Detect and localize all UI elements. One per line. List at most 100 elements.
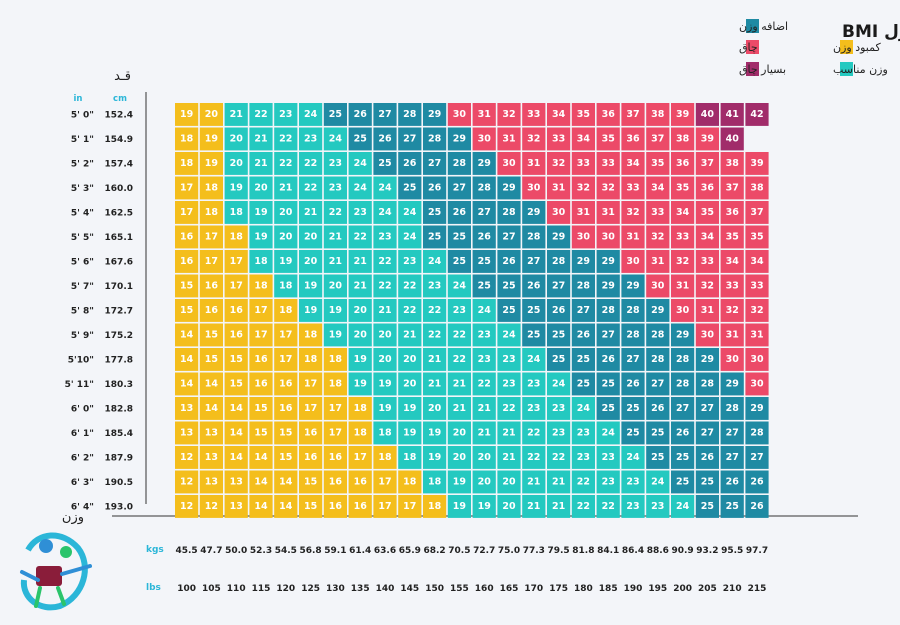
bmi-cell-value: 23 — [329, 182, 342, 193]
bmi-cell — [646, 397, 670, 420]
bmi-cell-value: 20 — [453, 452, 467, 463]
bmi-cell-value: 22 — [403, 280, 416, 291]
bmi-cell-value: 29 — [602, 280, 615, 291]
bmi-cell-value: 22 — [502, 403, 515, 414]
lbs-label: lbs — [146, 583, 161, 593]
bmi-cell — [323, 103, 347, 126]
bmi-cell-value: 32 — [626, 207, 639, 218]
bmi-cell-value: 22 — [527, 452, 540, 463]
bmi-cell-value: 33 — [552, 133, 565, 144]
weight-kg-label: 86.4 — [622, 546, 644, 556]
bmi-cell-value: 26 — [428, 182, 442, 193]
bmi-cell-value: 24 — [676, 501, 690, 512]
legend: اضافه وزن چاق کمبود وزن بسیار چاق وزن مناسب — [739, 19, 888, 76]
bmi-cell-value: 19 — [279, 256, 292, 267]
bmi-cell-value: 31 — [676, 280, 689, 291]
bmi-cell-value: 26 — [676, 427, 690, 438]
bmi-cell-value: 19 — [304, 280, 317, 291]
bmi-cell — [274, 250, 298, 273]
height-cm-label: 172.7 — [105, 306, 133, 316]
bmi-cell-value: 18 — [254, 280, 268, 291]
height-cm-label: 187.9 — [105, 453, 133, 463]
bmi-grid: 19 20 21 22 23 24 25 26 27 28 29 30 31 32 33 34 35 36 37 38… — [175, 103, 769, 518]
bmi-cell — [671, 323, 695, 347]
bmi-cell-value: 28 — [502, 207, 516, 218]
bmi-cell-value: 15 — [279, 452, 292, 463]
bmi-cell-value: 18 — [304, 354, 318, 365]
bmi-cell — [596, 348, 620, 371]
height-in-label: 5' 4" — [71, 208, 94, 218]
bmi-cell — [497, 397, 521, 420]
bmi-cell — [224, 274, 248, 298]
bmi-cell — [274, 372, 298, 396]
bmi-cell — [423, 421, 447, 445]
bmi-cell-value: 26 — [403, 158, 417, 169]
weight-lb-label: 135 — [351, 584, 370, 594]
bmi-cell-value: 26 — [478, 231, 492, 242]
bmi-cell-value: 23 — [502, 378, 515, 389]
bmi-cell — [497, 495, 521, 518]
bmi-cell-value: 21 — [527, 501, 540, 512]
bmi-cell — [596, 299, 620, 322]
bmi-cell — [646, 495, 670, 518]
weight-lb-label: 170 — [524, 584, 543, 594]
bmi-cell — [621, 176, 645, 200]
bmi-cell — [348, 323, 372, 347]
weight-lb-label: 185 — [599, 584, 618, 594]
bmi-cell — [621, 250, 645, 273]
bmi-cell-value: 33 — [626, 182, 639, 193]
bmi-cell-value: 22 — [378, 256, 391, 267]
bmi-cell — [447, 372, 471, 396]
bmi-cell-value: 15 — [254, 427, 267, 438]
bmi-cell-value: 14 — [180, 378, 194, 389]
bmi-cell — [522, 103, 546, 126]
bmi-cell-value: 32 — [577, 182, 590, 193]
bmi-cell-value: 37 — [750, 207, 763, 218]
bmi-cell — [447, 470, 471, 494]
bmi-cell-value: 33 — [527, 109, 540, 120]
bmi-cell-value: 29 — [502, 182, 515, 193]
bmi-cell-value: 13 — [180, 427, 193, 438]
bmi-cell — [274, 299, 298, 322]
weight-lb-label: 115 — [252, 584, 271, 594]
bmi-cell-value: 20 — [354, 305, 368, 316]
bmi-cell — [547, 372, 571, 396]
bmi-cell-value: 23 — [378, 231, 391, 242]
bmi-cell — [249, 372, 273, 396]
bmi-cell-value: 23 — [577, 452, 590, 463]
bmi-cell — [323, 152, 347, 175]
bmi-cell — [299, 372, 323, 396]
bmi-cell-value: 24 — [378, 182, 392, 193]
bmi-cell — [199, 127, 223, 151]
bmi-cell-value: 23 — [478, 329, 491, 340]
bmi-cell-value: 36 — [726, 207, 740, 218]
bmi-cell-value: 30 — [726, 354, 740, 365]
bmi-cell — [497, 372, 521, 396]
bmi-cell-value: 34 — [552, 109, 566, 120]
bmi-cell — [571, 421, 595, 445]
bmi-cell-value: 19 — [329, 305, 342, 316]
bmi-cell — [274, 103, 298, 126]
bmi-cell-value: 36 — [701, 182, 715, 193]
bmi-cell — [522, 274, 546, 298]
bmi-cell — [224, 250, 248, 273]
bmi-cell — [224, 323, 248, 347]
bmi-cell-value: 25 — [676, 452, 689, 463]
bmi-cell-value: 26 — [378, 133, 392, 144]
bmi-cell — [224, 495, 248, 518]
bmi-cell-value: 27 — [527, 256, 540, 267]
bmi-cell-value: 15 — [304, 501, 317, 512]
bmi-cell-value: 30 — [750, 354, 764, 365]
bmi-cell-value: 31 — [502, 133, 515, 144]
bmi-cell — [745, 372, 769, 396]
bmi-cell-value: 25 — [428, 231, 441, 242]
bmi-cell-value: 18 — [205, 182, 219, 193]
weight-lb-label: 215 — [748, 584, 767, 594]
bmi-cell — [596, 201, 620, 224]
bmi-cell-value: 40 — [701, 109, 715, 120]
bmi-cell-value: 21 — [230, 109, 243, 120]
bmi-cell — [373, 201, 397, 224]
bmi-cell — [720, 225, 744, 249]
bmi-cell-value: 21 — [428, 378, 441, 389]
bmi-cell — [571, 274, 595, 298]
